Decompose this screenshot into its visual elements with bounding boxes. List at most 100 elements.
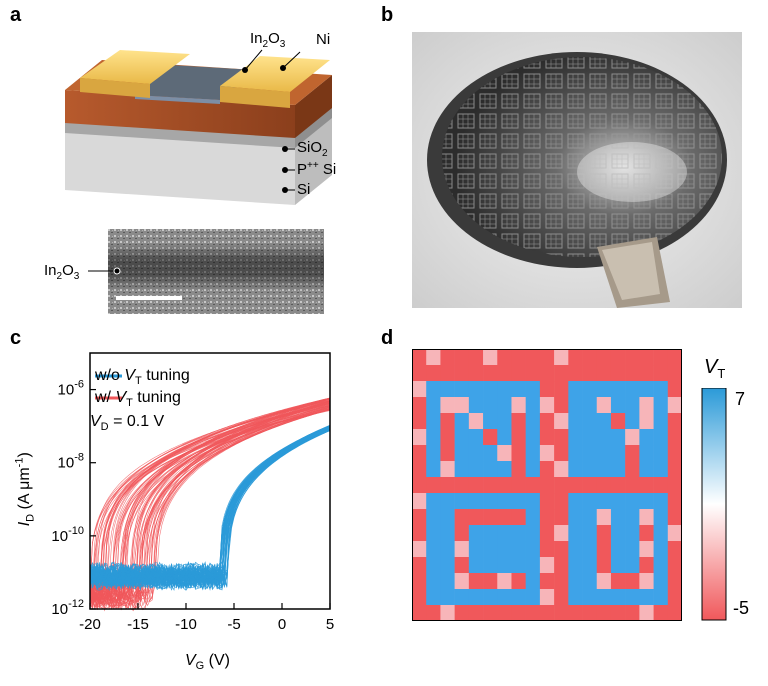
- device-schematic: [65, 50, 332, 205]
- heatmap-cell: [667, 397, 682, 414]
- heatmap-cell: [596, 541, 612, 558]
- heatmap-cell: [440, 525, 455, 542]
- heatmap-cell: [667, 493, 682, 510]
- heatmap-cell: [525, 557, 541, 574]
- heatmap-cell: [483, 397, 498, 414]
- heatmap-cell: [667, 525, 682, 542]
- heatmap-cell: [426, 477, 441, 494]
- heatmap-cell: [639, 461, 654, 478]
- heatmap-cell: [454, 477, 470, 494]
- heatmap-frame: [412, 349, 682, 621]
- heatmap-cell: [483, 461, 498, 478]
- p-si-layer-front: [65, 120, 295, 148]
- heatmap-cell: [426, 429, 441, 446]
- heatmap-cell: [497, 525, 512, 542]
- heatmap-cell: [610, 429, 626, 446]
- heatmap-cell: [554, 381, 569, 398]
- heatmap-cell: [440, 541, 455, 558]
- si-layer-front: [65, 130, 295, 205]
- heatmap-cell: [610, 477, 626, 494]
- heatmap-cell: [625, 525, 640, 542]
- heatmap-cell: [554, 541, 569, 558]
- heatmap-cell: [568, 509, 583, 526]
- heatmap-cell: [639, 525, 654, 542]
- heatmap-cell: [426, 605, 441, 621]
- heatmap-cell: [653, 493, 669, 510]
- heatmap-cell: [639, 397, 654, 414]
- heatmap-cell: [511, 445, 526, 462]
- heatmap-cell: [412, 429, 427, 446]
- heatmap-cell: [525, 445, 541, 462]
- heatmap-cell: [596, 525, 612, 542]
- heatmap-cell: [468, 445, 484, 462]
- series-line-w-tuning: [89, 405, 331, 603]
- heatmap-cell: [554, 365, 569, 382]
- heatmap-cell: [539, 557, 555, 574]
- heatmap-cell: [610, 589, 626, 606]
- heatmap-cell: [539, 509, 555, 526]
- heatmap-cell: [412, 493, 427, 510]
- heatmap-cell: [483, 605, 498, 621]
- ni-contact-left: [80, 50, 190, 84]
- y-tick-label: 10-12: [51, 598, 84, 618]
- heatmap-cell: [483, 365, 498, 382]
- label-in2o3: In2O3: [250, 30, 286, 50]
- heatmap-cell: [426, 525, 441, 542]
- heatmap-cell: [653, 541, 669, 558]
- heatmap-cell: [582, 541, 598, 558]
- colorbar-title: VT: [704, 356, 726, 381]
- heatmap-cell: [511, 541, 526, 558]
- heatmap-cell: [568, 605, 583, 621]
- heatmap-cell: [511, 589, 526, 606]
- heatmap-cell: [539, 349, 555, 366]
- heatmap-cell: [610, 349, 626, 366]
- heatmap-cell: [653, 605, 669, 621]
- heatmap-cell: [440, 365, 455, 382]
- heatmap-cell: [468, 493, 484, 510]
- x-tick-label: -5: [227, 616, 240, 633]
- heatmap-cell: [525, 429, 541, 446]
- heatmap-cell: [610, 509, 626, 526]
- panel-letter-b: b: [381, 4, 394, 26]
- heatmap-cell: [483, 349, 498, 366]
- heatmap-cell: [440, 493, 455, 510]
- heatmap-cell: [568, 589, 583, 606]
- heatmap-cell: [511, 605, 526, 621]
- heatmap-cell: [568, 557, 583, 574]
- ni-contact-right: [220, 56, 330, 92]
- heatmap-cell: [454, 381, 470, 398]
- heatmap-cell: [625, 429, 640, 446]
- heatmap-cell: [653, 557, 669, 574]
- heatmap-cell: [539, 461, 555, 478]
- panel-a-leaders: [242, 49, 301, 193]
- label-sio2: SiO2: [297, 139, 328, 159]
- scale-bar: [116, 296, 182, 300]
- heatmap-cell: [525, 541, 541, 558]
- heatmap-cell: [653, 573, 669, 590]
- heatmap-cell: [497, 429, 512, 446]
- heatmap-cell: [412, 349, 427, 366]
- heatmap-cell: [440, 397, 455, 414]
- heatmap-cell: [639, 541, 654, 558]
- heatmap-cell: [639, 605, 654, 621]
- heatmap-cell: [525, 461, 541, 478]
- heatmap-cell: [625, 573, 640, 590]
- x-tick-label: -15: [127, 616, 149, 633]
- heatmap-cell: [412, 525, 427, 542]
- heatmap-cell: [610, 525, 626, 542]
- heatmap-cell: [468, 509, 484, 526]
- heatmap-cell: [596, 413, 612, 430]
- heatmap-cell: [539, 397, 555, 414]
- y-axis-label: ID (A μm-1): [13, 452, 37, 527]
- heatmap-cell: [426, 397, 441, 414]
- heatmap-cell: [568, 541, 583, 558]
- heatmap-cell: [582, 509, 598, 526]
- heatmap-cell: [454, 413, 470, 430]
- heatmap-cell: [525, 381, 541, 398]
- vt-heatmap: [412, 349, 682, 621]
- heatmap-cell: [440, 509, 455, 526]
- series-line-wo-tuning: [89, 428, 331, 581]
- heatmap-cell: [511, 477, 526, 494]
- heatmap-cell: [568, 525, 583, 542]
- heatmap-cell: [483, 589, 498, 606]
